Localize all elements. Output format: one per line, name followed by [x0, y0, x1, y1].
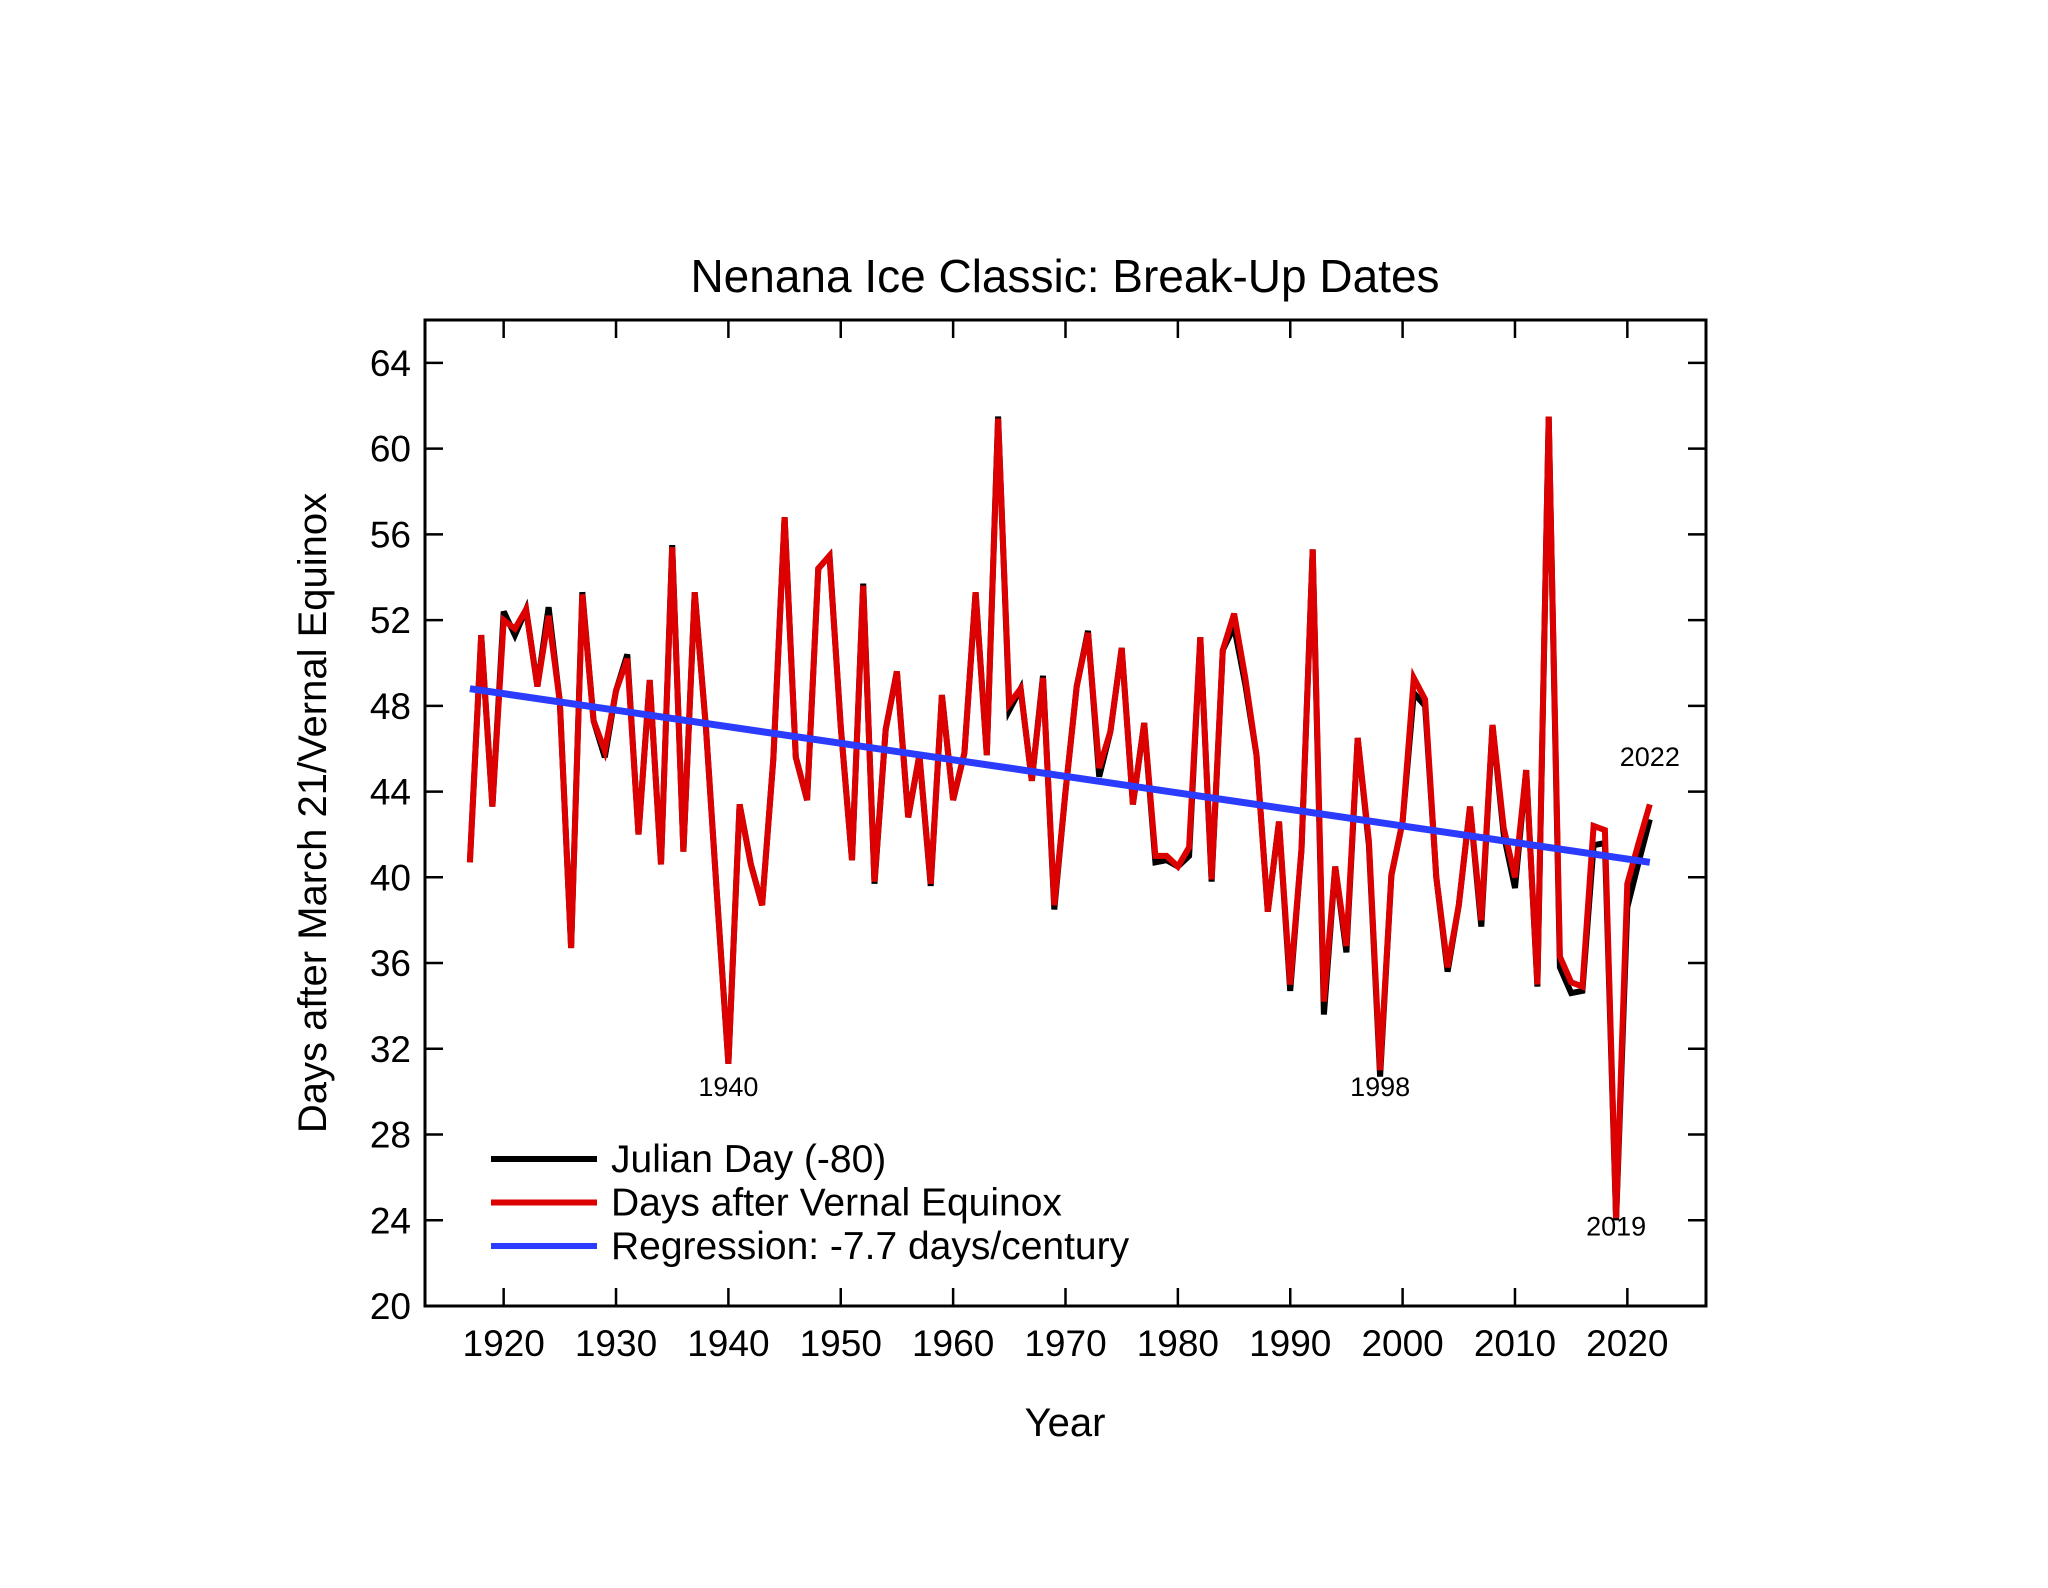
annotation-1998: 1998 — [1350, 1072, 1410, 1102]
legend-label: Regression: -7.7 days/century — [611, 1225, 1130, 1268]
x-tick-label: 1960 — [912, 1323, 994, 1364]
y-tick-label: 40 — [370, 857, 411, 898]
chart-title: Nenana Ice Classic: Break-Up Dates — [690, 250, 1439, 302]
legend-label: Julian Day (-80) — [611, 1138, 886, 1181]
x-tick-label: 1930 — [575, 1323, 657, 1364]
y-axis-label: Days after March 21/Vernal Equinox — [291, 493, 335, 1133]
y-tick-label: 28 — [370, 1115, 411, 1156]
x-tick-label: 1940 — [687, 1323, 769, 1364]
y-tick-label: 36 — [370, 943, 411, 984]
x-tick-label: 2000 — [1361, 1323, 1443, 1364]
y-tick-label: 56 — [370, 514, 411, 555]
x-tick-label: 1920 — [463, 1323, 545, 1364]
x-tick-label: 1970 — [1024, 1323, 1106, 1364]
y-tick-label: 32 — [370, 1029, 411, 1070]
x-tick-label: 2020 — [1586, 1323, 1668, 1364]
y-tick-label: 48 — [370, 686, 411, 727]
annotation-1940: 1940 — [698, 1072, 758, 1102]
annotation-2019: 2019 — [1586, 1211, 1646, 1241]
y-tick-label: 52 — [370, 600, 411, 641]
y-tick-label: 64 — [370, 343, 411, 384]
x-tick-label: 1980 — [1137, 1323, 1219, 1364]
y-tick-label: 20 — [370, 1286, 411, 1327]
annotation-2022: 2022 — [1620, 742, 1680, 772]
y-tick-label: 24 — [370, 1200, 411, 1241]
y-tick-label: 60 — [370, 429, 411, 470]
x-tick-label: 1950 — [800, 1323, 882, 1364]
legend: Julian Day (-80)Days after Vernal Equino… — [491, 1138, 1130, 1268]
series-vernal-equinox-line — [470, 417, 1650, 1219]
x-tick-label: 1990 — [1249, 1323, 1331, 1364]
legend-label: Days after Vernal Equinox — [611, 1182, 1062, 1225]
x-tick-label: 2010 — [1474, 1323, 1556, 1364]
x-axis-label: Year — [1025, 1401, 1106, 1445]
y-tick-label: 44 — [370, 772, 411, 813]
